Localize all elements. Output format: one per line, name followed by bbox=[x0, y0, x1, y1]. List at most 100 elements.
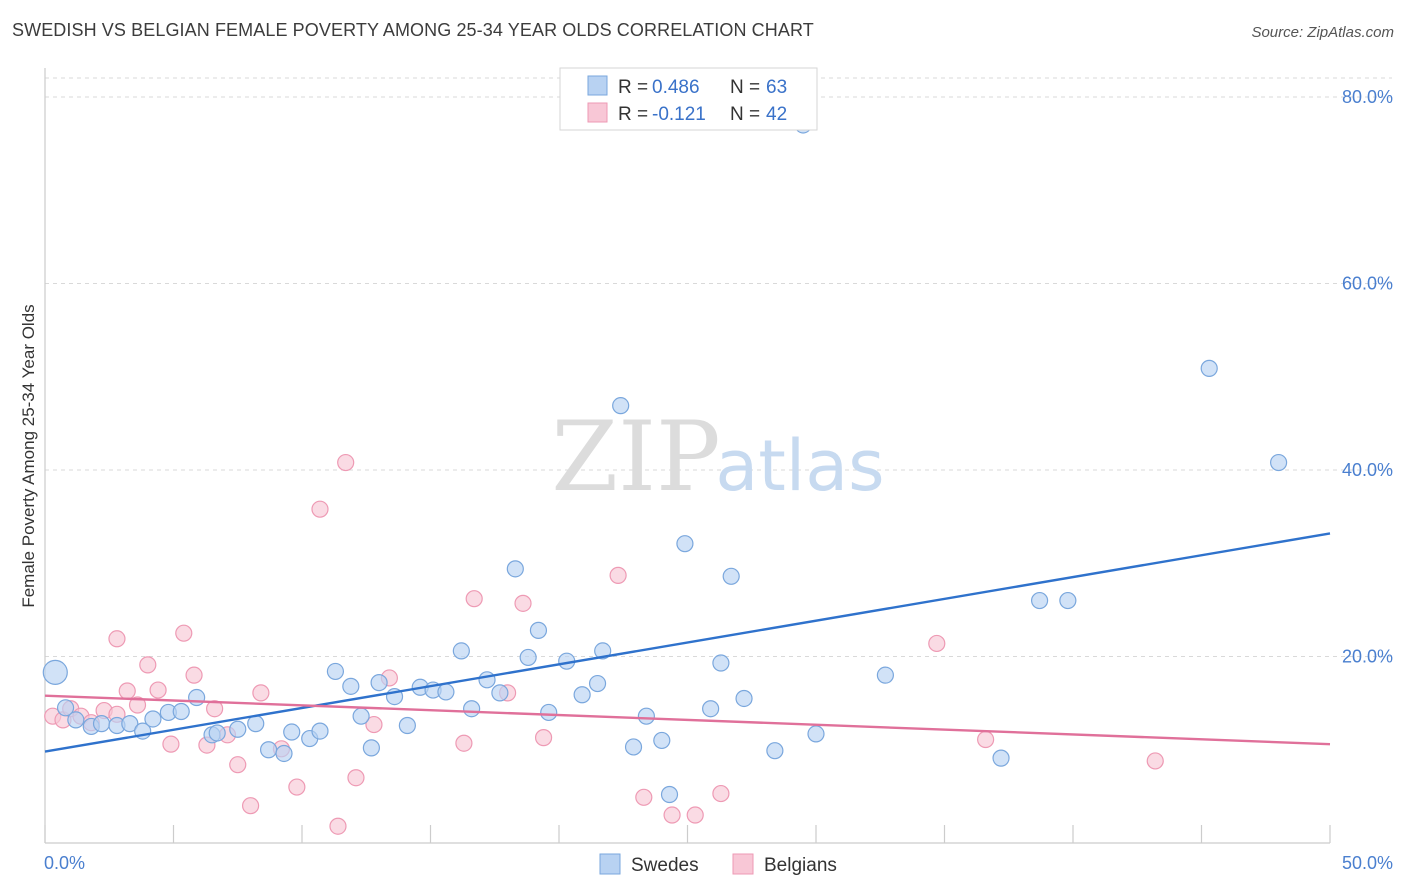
watermark-zip: ZIP bbox=[551, 401, 720, 513]
swedes-point bbox=[594, 642, 612, 660]
y-tick-label: 20.0% bbox=[1342, 647, 1393, 667]
swedes-point bbox=[506, 560, 524, 578]
belgians-point bbox=[149, 681, 167, 699]
belgians-point bbox=[242, 797, 260, 815]
belgians-point bbox=[347, 769, 365, 787]
swedes-point bbox=[588, 674, 607, 693]
chart-source: Source: ZipAtlas.com bbox=[1251, 24, 1394, 41]
swedes-point bbox=[283, 723, 301, 741]
belgians-point bbox=[928, 634, 946, 653]
swedes-point bbox=[519, 648, 537, 667]
swedes-point bbox=[92, 715, 111, 733]
swedes-point bbox=[637, 707, 655, 725]
swedes-point bbox=[1269, 453, 1288, 472]
swedes-point bbox=[992, 749, 1010, 767]
swedes-point bbox=[172, 702, 190, 721]
swedes-point bbox=[1059, 591, 1077, 610]
legend-r-value: 0.486 bbox=[652, 77, 700, 98]
bottom-legend-swedes: Swedes bbox=[631, 855, 699, 876]
belgians-point bbox=[609, 566, 627, 584]
y-axis-label: Female Poverty Among 25-34 Year Olds bbox=[19, 304, 38, 607]
swedes-point bbox=[188, 688, 206, 707]
belgians-point bbox=[1146, 752, 1164, 770]
swedes-point bbox=[463, 700, 481, 718]
swedes-point bbox=[452, 642, 470, 660]
belgians-point bbox=[465, 590, 483, 608]
swedes-point bbox=[208, 724, 226, 742]
swedes-point bbox=[702, 700, 720, 718]
legend-swatch-belgians bbox=[587, 102, 608, 123]
swedes-point bbox=[121, 715, 139, 733]
belgians-point bbox=[712, 784, 730, 803]
belgians-points bbox=[44, 453, 1164, 835]
swedes-point bbox=[478, 671, 496, 689]
belgians-point bbox=[663, 806, 681, 824]
belgians-point bbox=[229, 756, 247, 774]
bottom-legend[interactable]: Swedes Belgians bbox=[599, 853, 837, 876]
swedes-point bbox=[275, 744, 293, 763]
belgians-point bbox=[206, 700, 224, 718]
swedes-point bbox=[876, 666, 894, 684]
swedes-point bbox=[807, 725, 825, 743]
swedes-point bbox=[247, 715, 265, 733]
chart-title: SWEDISH VS BELGIAN FEMALE POVERTY AMONG … bbox=[12, 20, 814, 40]
belgians-point bbox=[128, 696, 147, 714]
swedes-point bbox=[437, 683, 455, 701]
belgians-point bbox=[185, 666, 203, 684]
belgians-trend-line bbox=[44, 694, 1331, 746]
legend-r-value: -0.121 bbox=[652, 104, 706, 125]
grid-lines bbox=[45, 77, 1392, 657]
swedes-point bbox=[42, 659, 68, 685]
belgians-point bbox=[977, 730, 995, 749]
swedes-point bbox=[1200, 359, 1218, 377]
swedes-point bbox=[326, 662, 345, 681]
belgians-point bbox=[118, 682, 136, 700]
y-tick-label: 80.0% bbox=[1342, 87, 1393, 107]
trend-lines bbox=[44, 532, 1331, 753]
belgians-point bbox=[514, 594, 532, 612]
legend-swatch-swedes bbox=[587, 75, 608, 96]
x-tick-label: 50.0% bbox=[1342, 853, 1393, 873]
belgians-point bbox=[108, 630, 126, 648]
swedes-point bbox=[259, 741, 278, 759]
swedes-point bbox=[612, 397, 630, 415]
swedes-point bbox=[311, 722, 329, 740]
swedes-point bbox=[229, 720, 247, 738]
swedes-point bbox=[67, 711, 85, 729]
swedes-point bbox=[342, 677, 360, 695]
swedes-point bbox=[573, 686, 591, 704]
watermark-atlas: atlas bbox=[715, 425, 884, 507]
swedes-point bbox=[1030, 591, 1049, 610]
legend-r-label: R = bbox=[618, 104, 648, 125]
belgians-point bbox=[365, 715, 383, 734]
swedes-points bbox=[42, 116, 1288, 804]
belgians-point bbox=[288, 778, 306, 796]
legend-n-value: 63 bbox=[766, 77, 787, 98]
bottom-legend-swatch-belgians bbox=[732, 853, 754, 875]
belgians-point bbox=[635, 788, 653, 806]
swedes-point bbox=[144, 710, 162, 728]
legend[interactable]: R = 0.486 N = 63 R = -0.121 N = 42 bbox=[559, 67, 818, 131]
belgians-point bbox=[252, 684, 270, 702]
swedes-point bbox=[529, 621, 548, 639]
belgians-point bbox=[162, 735, 180, 753]
legend-n-value: 42 bbox=[766, 104, 787, 125]
bottom-legend-swatch-swedes bbox=[599, 853, 621, 875]
belgians-point bbox=[329, 817, 347, 835]
swedes-point bbox=[362, 739, 380, 757]
swedes-point bbox=[56, 699, 75, 717]
swedes-point bbox=[370, 674, 388, 692]
tick-labels: 20.0% 40.0% 60.0% 80.0% 0.0% 50.0% bbox=[44, 87, 1393, 873]
belgians-point bbox=[175, 624, 193, 642]
swedes-point bbox=[540, 703, 558, 722]
swedes-point bbox=[766, 742, 784, 760]
swedes-point bbox=[712, 654, 730, 672]
y-tick-label: 40.0% bbox=[1342, 460, 1393, 480]
belgians-point bbox=[311, 500, 329, 518]
belgians-point bbox=[686, 806, 704, 824]
legend-r-label: R = bbox=[618, 77, 648, 98]
swedes-trend-line bbox=[44, 532, 1331, 753]
bottom-legend-belgians: Belgians bbox=[764, 855, 837, 876]
